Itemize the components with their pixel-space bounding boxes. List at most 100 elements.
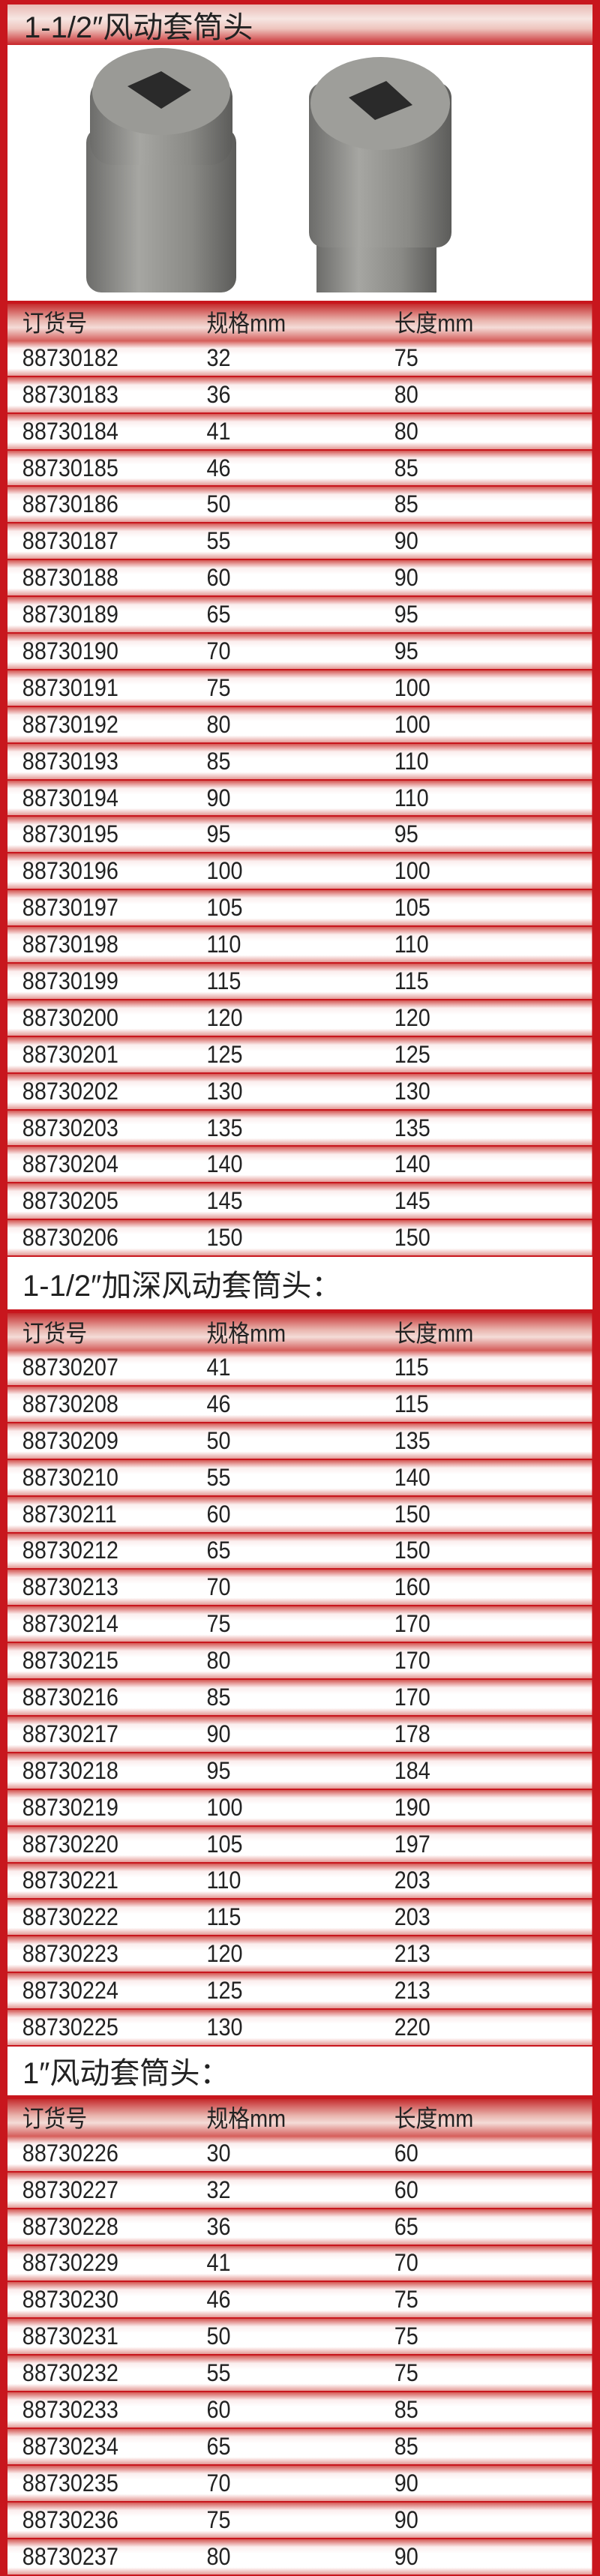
length-cell: 135 [394, 1426, 430, 1454]
order-number: 88730222 [22, 1903, 118, 1931]
order-number: 88730190 [22, 637, 118, 664]
size-cell: 145 [206, 1187, 243, 1215]
length-cell: 80 [394, 417, 418, 445]
size-cell: 65 [206, 601, 231, 628]
table-row: 88730218 95 184 [8, 1753, 592, 1790]
size-cell: 105 [206, 894, 243, 922]
length-cell: 95 [394, 601, 418, 628]
table-row: 88730235 70 90 [8, 2465, 592, 2503]
length-cell: 75 [394, 343, 418, 371]
size-cell: 70 [206, 637, 231, 664]
size-cell: 80 [206, 2542, 231, 2570]
table-row: 88730188 60 90 [8, 560, 592, 598]
table-row: 88730231 50 75 [8, 2319, 592, 2356]
order-number: 88730211 [22, 1500, 117, 1528]
size-cell: 41 [206, 417, 231, 445]
order-number: 88730228 [22, 2212, 118, 2240]
size-cell: 70 [206, 1573, 231, 1601]
size-cell: 125 [206, 1040, 243, 1068]
table-row: 88730192 80 100 [8, 706, 592, 744]
length-cell: 190 [394, 1793, 430, 1821]
length-cell: 90 [394, 2469, 418, 2497]
order-number: 88730224 [22, 1977, 118, 2005]
size-cell: 100 [206, 857, 243, 885]
order-number: 88730235 [22, 2469, 118, 2497]
length-cell: 125 [394, 1040, 430, 1068]
order-number: 88730215 [22, 1647, 118, 1675]
length-cell: 170 [394, 1647, 430, 1675]
order-number: 88730198 [22, 931, 118, 958]
size-cell: 80 [206, 1647, 231, 1675]
size-cell: 46 [206, 454, 231, 481]
length-cell: 110 [394, 931, 429, 958]
order-number: 88730191 [22, 673, 118, 701]
spec-table: 订货号 规格mm 长度mm 88730226 30 60 88730227 32 60 88730… [8, 2098, 592, 2576]
column-header: 订货号 [22, 310, 88, 337]
length-cell: 203 [394, 1903, 430, 1931]
table-row: 88730206 150 150 [8, 1220, 592, 1258]
size-cell: 65 [206, 1537, 231, 1564]
length-cell: 85 [394, 490, 418, 518]
length-cell: 150 [394, 1537, 430, 1564]
table-row: 88730196 100 100 [8, 853, 592, 891]
order-number: 88730236 [22, 2506, 118, 2533]
table-row: 88730184 41 80 [8, 413, 592, 451]
size-cell: 140 [206, 1150, 243, 1178]
table-row: 88730222 115 203 [8, 1900, 592, 1937]
table-row: 88730215 80 170 [8, 1643, 592, 1681]
size-cell: 70 [206, 2469, 231, 2497]
length-cell: 65 [394, 2212, 418, 2240]
order-number: 88730237 [22, 2542, 118, 2570]
length-cell: 115 [394, 1353, 429, 1381]
length-cell: 75 [394, 2359, 418, 2387]
length-cell: 70 [394, 2249, 418, 2277]
length-cell: 100 [394, 673, 430, 701]
length-cell: 100 [394, 710, 430, 738]
length-cell: 150 [394, 1500, 430, 1528]
size-cell: 95 [206, 820, 231, 848]
order-number: 88730231 [22, 2323, 118, 2350]
length-cell: 85 [394, 2396, 418, 2424]
order-number: 88730184 [22, 417, 118, 445]
size-cell: 32 [206, 2176, 231, 2203]
length-cell: 220 [394, 2014, 430, 2041]
size-cell: 60 [206, 1500, 231, 1528]
size-cell: 110 [206, 931, 242, 958]
order-number: 88730188 [22, 564, 118, 592]
order-number: 88730201 [22, 1040, 118, 1068]
order-number: 88730234 [22, 2432, 118, 2460]
order-number: 88730227 [22, 2176, 118, 2203]
table-row: 88730185 46 85 [8, 450, 592, 487]
order-number: 88730200 [22, 1003, 118, 1031]
table-header: 订货号 规格mm 长度mm [8, 2098, 592, 2136]
size-cell: 95 [206, 1756, 231, 1784]
order-number: 88730230 [22, 2286, 118, 2314]
table-row: 88730212 65 150 [8, 1533, 592, 1570]
section-title: 1-1/2″加深风动套筒头： [8, 1257, 592, 1314]
table-row: 88730233 60 85 [8, 2392, 592, 2429]
length-cell: 160 [394, 1573, 430, 1601]
order-number: 88730206 [22, 1224, 118, 1252]
table-row: 88730217 90 178 [8, 1716, 592, 1753]
order-number: 88730203 [22, 1114, 118, 1141]
table-row: 88730204 140 140 [8, 1147, 592, 1184]
column-header: 规格mm [206, 1319, 286, 1347]
table-row: 88730199 115 115 [8, 964, 592, 1000]
order-number: 88730183 [22, 380, 118, 408]
order-number: 88730199 [22, 967, 118, 994]
order-number: 88730213 [22, 1573, 118, 1601]
section-title: 1″风动套筒头： [8, 2046, 592, 2099]
size-cell: 90 [206, 784, 231, 811]
column-header: 规格mm [206, 310, 286, 337]
table-row: 88730201 125 125 [8, 1036, 592, 1074]
order-number: 88730205 [22, 1187, 118, 1215]
length-cell: 184 [394, 1756, 430, 1784]
spec-table: 订货号 规格mm 长度mm 88730182 32 75 88730183 36 80 88730… [8, 304, 592, 1258]
order-number: 88730219 [22, 1793, 118, 1821]
table-row: 88730186 50 85 [8, 487, 592, 524]
table-row: 88730200 120 120 [8, 1000, 592, 1037]
column-header: 订货号 [22, 1319, 88, 1347]
size-cell: 46 [206, 1390, 231, 1417]
order-number: 88730195 [22, 820, 118, 848]
table-row: 88730237 80 90 [8, 2539, 592, 2576]
